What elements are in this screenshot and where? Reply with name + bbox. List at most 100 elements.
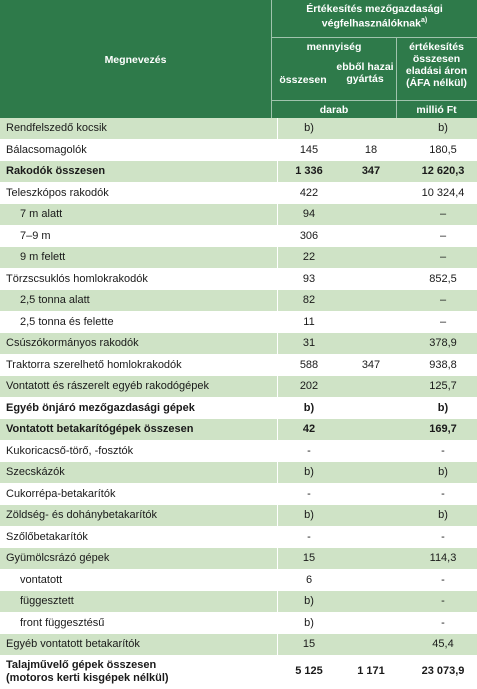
cell-sales: 45,4 [402,633,477,656]
cell-domestic [340,332,402,355]
cell-domestic [340,526,402,548]
cell-total: b) [277,504,340,527]
cell-total: b) [277,397,340,419]
column-header-name: Megnevezés [104,54,167,66]
cell-sales: - [402,612,477,634]
cell-sales: - [402,569,477,591]
row-label: Törzscsuklós homlokrakodók [0,268,278,290]
cell-total: b) [277,612,340,634]
table-row: függesztett b) - [0,590,477,613]
column-header-total: összesen [279,74,327,86]
table-row: Traktorra szerelhető homlokrakodók 588 3… [0,354,477,376]
cell-domestic [340,225,402,247]
header-divider [271,0,272,118]
cell-total: 306 [277,225,340,247]
cell-sales: 23 073,9 [402,655,477,689]
table-row: Egyéb vontatott betakarítók 15 45,4 [0,633,477,656]
cell-domestic: 347 [340,160,402,183]
row-label: Bálacsomagolók [0,139,278,161]
table-row: Szecskázók b) b) [0,461,477,484]
row-label: Kukoricacső-törő, -fosztók [0,440,278,462]
cell-domestic [340,375,402,398]
table-row: front függesztésű b) - [0,612,477,634]
cell-domestic [340,268,402,290]
cell-domestic [340,203,402,226]
table-row: Kukoricacső-törő, -fosztók - - [0,440,477,462]
cell-total: 42 [277,418,340,441]
cell-domestic: 347 [340,354,402,376]
cell-domestic [340,504,402,527]
table-row: 9 m felett 22 – [0,246,477,269]
cell-domestic [340,547,402,570]
cell-domestic [340,418,402,441]
subheader-quantity: mennyiség [306,41,362,53]
column-header-sales: értékesítés összesen eladási áron (ÁFA n… [405,41,468,89]
header-divider [272,37,477,38]
cell-sales: - [402,526,477,548]
cell-sales: b) [402,461,477,484]
cell-domestic [340,633,402,656]
row-label: Gyümölcsrázó gépek [0,547,278,570]
cell-total: 202 [277,375,340,398]
cell-total: 6 [277,569,340,591]
table-row: Cukorrépa-betakarítók - - [0,483,477,505]
table-row: Rendfelszedő kocsik b) b) [0,118,477,140]
table-row: Szőlőbetakarítók - - [0,526,477,548]
cell-sales: 180,5 [402,139,477,161]
cell-domestic [340,440,402,462]
table-row-total: Talajművelő gépek összesen (motoros kert… [0,655,477,689]
cell-total: 15 [277,547,340,570]
cell-domestic [340,612,402,634]
table-row: 7–9 m 306 – [0,225,477,247]
table-row: 2,5 tonna alatt 82 – [0,289,477,312]
row-label: Egyéb önjáró mezőgazdasági gépek [0,397,278,419]
cell-domestic [340,461,402,484]
table-row: Egyéb önjáró mezőgazdasági gépek b) b) [0,397,477,419]
cell-domestic [340,118,402,140]
cell-total: b) [277,118,340,140]
row-label: Rendfelszedő kocsik [0,118,278,140]
cell-sales: b) [402,504,477,527]
table-row: Gyümölcsrázó gépek 15 114,3 [0,547,477,570]
table-row: Teleszkópos rakodók 422 10 324,4 [0,182,477,204]
cell-sales: 12 620,3 [402,160,477,183]
cell-total: 1 336 [277,160,340,183]
cell-domestic [340,311,402,333]
footnote-marker: a) [420,17,428,24]
cell-sales: 938,8 [402,354,477,376]
row-label: Cukorrépa-betakarítók [0,483,278,505]
cell-sales: – [402,289,477,312]
table-row: Zöldség- és dohánybetakarítók b) b) [0,504,477,527]
table-row: Csúszókormányos rakodók 31 378,9 [0,332,477,355]
row-label: Egyéb vontatott betakarítók [0,633,278,656]
row-label: 2,5 tonna alatt [0,289,278,312]
cell-total: - [277,440,340,462]
row-label: Szecskázók [0,461,278,484]
row-label: függesztett [0,590,278,613]
row-label: Csúszókormányos rakodók [0,332,278,355]
cell-sales: - [402,590,477,613]
table-row: vontatott 6 - [0,569,477,591]
row-label: 2,5 tonna és felette [0,311,278,333]
cell-total: 94 [277,203,340,226]
row-label: Zöldség- és dohánybetakarítók [0,504,278,527]
cell-sales: 169,7 [402,418,477,441]
cell-domestic: 18 [340,139,402,161]
cell-domestic [340,569,402,591]
cell-total: 93 [277,268,340,290]
group-header: Értékesítés mezőgazdasági végfelhasználó… [306,3,443,30]
row-label: Rakodók összesen [0,160,278,183]
table-row: 7 m alatt 94 – [0,203,477,226]
cell-sales: b) [402,397,477,419]
row-label: vontatott [0,569,278,591]
row-label: Teleszkópos rakodók [0,182,278,204]
cell-total: 422 [277,182,340,204]
header-divider [396,38,397,118]
cell-total: 588 [277,354,340,376]
cell-sales: - [402,483,477,505]
cell-sales: 125,7 [402,375,477,398]
data-table: Rendfelszedő kocsik b) b) Bálacsomagolók… [0,118,477,689]
cell-domestic [340,246,402,269]
row-label: Szőlőbetakarítók [0,526,278,548]
